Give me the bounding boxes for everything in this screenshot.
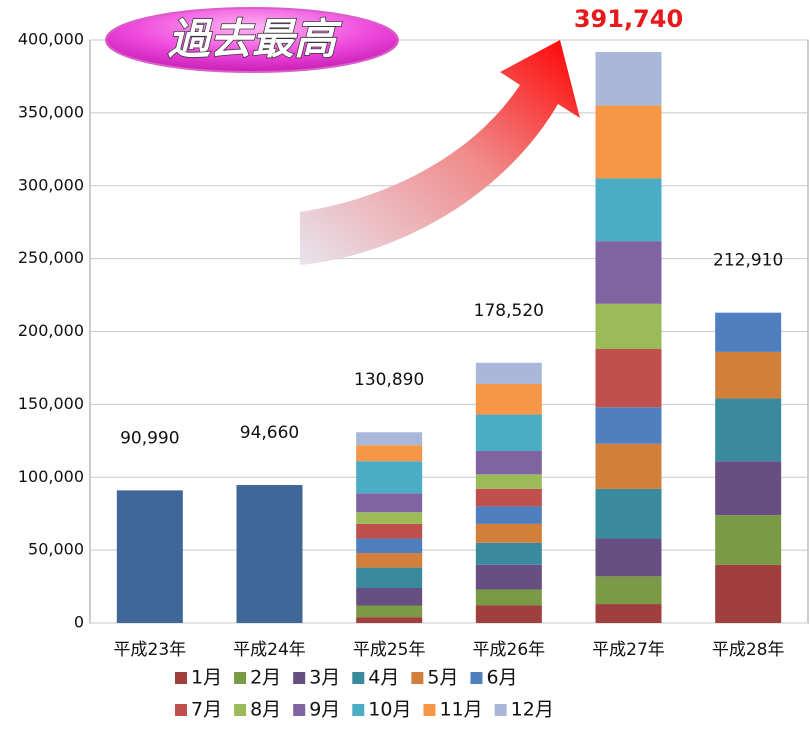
legend-swatch [411, 672, 423, 684]
legend-label: 12月 [511, 699, 554, 721]
bar-segment [715, 461, 781, 515]
bar-segment [476, 543, 542, 565]
legend: 1月 2月 3月 4月 5月 6月 7月 8月 9月 10月 11月 12月 [175, 667, 554, 721]
bar-segment [596, 538, 662, 576]
bar-segment [596, 604, 662, 623]
value-label: 90,990 [120, 428, 179, 448]
bar-segment [356, 461, 422, 493]
chart: 0 50,000 100,000 150,000 200,000 250,000 300,0… [0, 0, 810, 756]
rise-arrow [300, 40, 580, 265]
bar-segment [356, 445, 422, 461]
bar-segment [596, 349, 662, 407]
bar [237, 485, 303, 623]
bar-segment [356, 588, 422, 605]
legend-label: 8月 [250, 699, 281, 721]
legend-swatch [423, 704, 435, 716]
legend-label: 10月 [368, 699, 411, 721]
bar-segment [596, 106, 662, 179]
bar-segment [356, 512, 422, 524]
bar-segment [476, 415, 542, 451]
legend-label: 1月 [191, 667, 222, 689]
x-tick-label: 平成23年 [114, 640, 187, 660]
y-tick-label: 50,000 [28, 540, 84, 559]
bar-segment [596, 52, 662, 106]
bar-segment [715, 565, 781, 623]
bar-segment [356, 524, 422, 539]
bar-segment [596, 407, 662, 443]
x-tick-label: 平成26年 [473, 640, 546, 660]
bar-segment [476, 589, 542, 605]
legend-label: 2月 [250, 667, 281, 689]
legend-swatch [293, 704, 305, 716]
y-tick-label: 100,000 [18, 467, 84, 486]
bar-segment [356, 568, 422, 588]
legend-label: 3月 [309, 667, 340, 689]
plot-area: 0 50,000 100,000 150,000 200,000 250,000 300,0… [18, 5, 808, 660]
legend-label: 11月 [439, 699, 482, 721]
legend-swatch [352, 672, 364, 684]
x-tick-label: 平成25年 [353, 640, 426, 660]
bar-segment [356, 432, 422, 445]
legend-label: 4月 [368, 667, 399, 689]
bar-segment [476, 524, 542, 543]
legend-swatch [470, 672, 482, 684]
page: 0 50,000 100,000 150,000 200,000 250,000 300,0… [0, 0, 810, 756]
bar-segment [476, 565, 542, 590]
value-label: 94,660 [240, 423, 299, 443]
bar-segment [596, 304, 662, 349]
y-tick-label: 300,000 [18, 175, 84, 194]
legend-swatch [293, 672, 305, 684]
value-label: 178,520 [474, 301, 544, 321]
legend-label: 7月 [191, 699, 222, 721]
legend-swatch [234, 672, 246, 684]
legend-swatch [495, 704, 507, 716]
bar [117, 490, 183, 623]
bar-segment [476, 384, 542, 415]
bar-segment [596, 178, 662, 241]
bar-segment [476, 506, 542, 523]
value-label: 212,910 [713, 251, 783, 271]
bar-segment [356, 493, 422, 512]
bar-segment [715, 515, 781, 565]
bar-segment [715, 352, 781, 399]
bar-segment [596, 489, 662, 539]
x-tick-label: 平成27年 [592, 640, 665, 660]
y-tick-label: 350,000 [18, 102, 84, 121]
bar-segment [715, 313, 781, 352]
y-tick-label: 400,000 [18, 30, 84, 49]
x-tick-label: 平成24年 [233, 640, 306, 660]
bar-segment [715, 399, 781, 462]
bar-segment [596, 444, 662, 489]
y-tick-label: 150,000 [18, 394, 84, 413]
callout-text: 過去最高 [168, 15, 342, 64]
legend-swatch [175, 704, 187, 716]
value-label: 391,740 [574, 5, 683, 33]
bar-segment [476, 489, 542, 506]
bar-segment [356, 553, 422, 568]
bar-segment [356, 538, 422, 553]
legend-label: 5月 [427, 667, 458, 689]
value-label: 130,890 [354, 370, 424, 390]
bar-segment [596, 241, 662, 304]
y-tick-label: 0 [74, 613, 84, 632]
bar-segment [356, 617, 422, 623]
legend-label: 9月 [309, 699, 340, 721]
legend-label: 6月 [486, 667, 517, 689]
bar-segment [476, 474, 542, 489]
legend-swatch [234, 704, 246, 716]
y-tick-label: 200,000 [18, 321, 84, 340]
legend-swatch [175, 672, 187, 684]
bar-segment [476, 363, 542, 384]
bar-segment [596, 576, 662, 604]
x-tick-label: 平成28年 [712, 640, 785, 660]
bar-segment [476, 451, 542, 474]
y-tick-label: 250,000 [18, 248, 84, 267]
legend-swatch [352, 704, 364, 716]
bar-segment [356, 606, 422, 618]
bar-segment [476, 606, 542, 623]
